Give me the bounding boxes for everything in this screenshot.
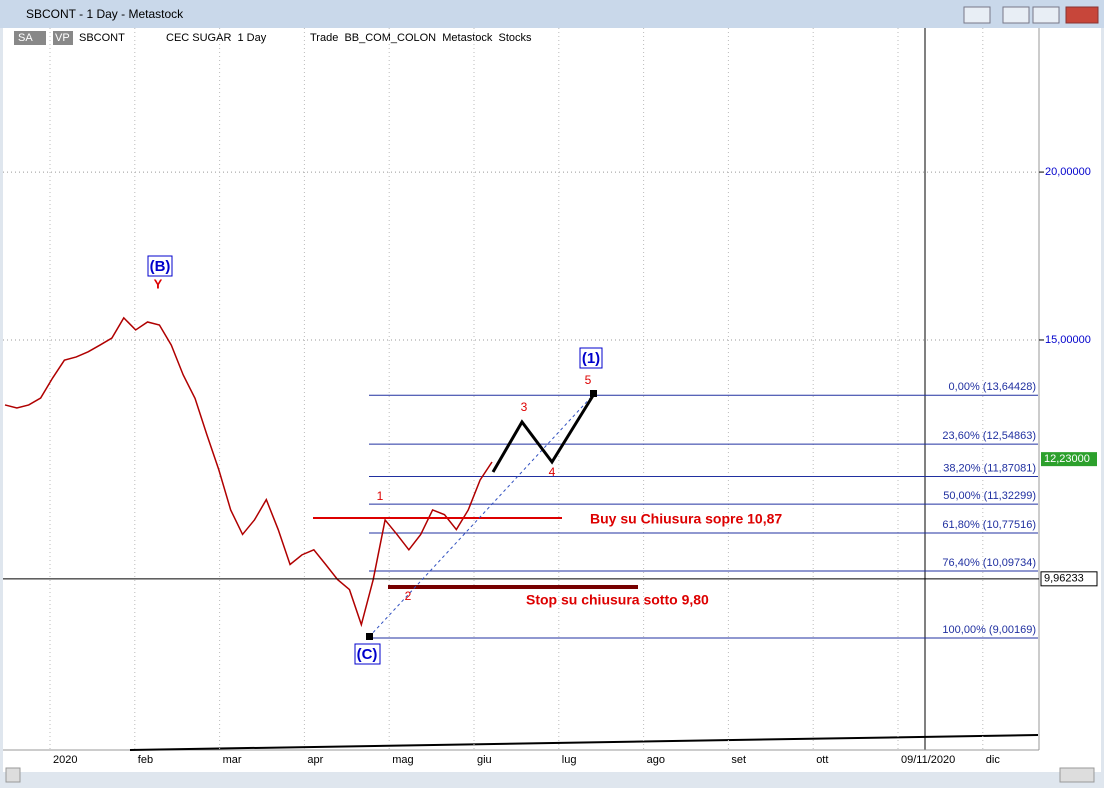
- fib-label: 50,00% (11,32299): [943, 490, 1036, 502]
- fib-label: 61,80% (10,77516): [942, 519, 1036, 531]
- minimize-button[interactable]: [1002, 6, 1030, 24]
- trend-line: [368, 393, 595, 638]
- x-tick-label: giu: [477, 754, 492, 766]
- x-tick-label: 09/11/2020: [901, 754, 955, 766]
- maximize-button[interactable]: [1032, 6, 1060, 24]
- wave-label: 2: [405, 589, 412, 603]
- x-tick-label: dic: [986, 754, 1001, 766]
- y-tick-label: 15,00000: [1045, 334, 1091, 346]
- fib-label: 76,40% (10,09734): [942, 557, 1036, 569]
- plot: 15,00000 20,00000 2020 feb mar apr mag giu lug ag…: [3, 28, 1098, 766]
- x-tick-label: ago: [647, 754, 665, 766]
- vp-button[interactable]: [53, 31, 73, 45]
- volume-line: [129, 734, 1039, 751]
- scroll-left[interactable]: [5, 767, 21, 783]
- last-price-box: [1041, 452, 1097, 467]
- x-tick-label: mar: [223, 754, 242, 766]
- close-button[interactable]: [1065, 6, 1099, 24]
- source-info: Trade BB_COM_COLON Metastock Stocks: [310, 32, 532, 44]
- x-tick-label: set: [731, 754, 746, 766]
- price-line: [4, 316, 493, 628]
- wave-label: (1): [582, 350, 600, 367]
- y-tick-label: 20,00000: [1045, 166, 1091, 178]
- stop-note: Stop su chiusura sotto 9,80: [526, 592, 709, 608]
- x-tick-label: lug: [562, 754, 577, 766]
- fib-label: 38,20% (11,87081): [943, 462, 1036, 474]
- wave-label: 4: [549, 465, 556, 479]
- cursor-price-box: [1040, 571, 1098, 587]
- wave-box: [147, 255, 173, 277]
- wave-label: (C): [357, 646, 378, 663]
- wave-label: Y: [154, 276, 163, 291]
- wave-box: [579, 347, 603, 369]
- title-bar: [0, 0, 1104, 28]
- x-tick-label: ott: [816, 754, 828, 766]
- wave-label: 3: [521, 400, 528, 414]
- x-tick-label: apr: [307, 754, 323, 766]
- sa-button[interactable]: [14, 31, 46, 45]
- window-title: SBCONT - 1 Day - Metastock: [26, 7, 184, 21]
- scroll-right[interactable]: [1059, 767, 1095, 783]
- restore-button[interactable]: [963, 6, 991, 24]
- x-tick-label: mag: [392, 754, 413, 766]
- wave-box: [354, 643, 381, 665]
- last-price-label: 12,23000: [1044, 453, 1090, 465]
- fib-label: 23,60% (12,54863): [942, 430, 1036, 442]
- fib-label: 100,00% (9,00169): [942, 624, 1036, 636]
- x-tick-label: 2020: [53, 754, 77, 766]
- wave-label: 5: [585, 373, 592, 387]
- security-name: CEC SUGAR 1 Day: [166, 32, 267, 44]
- projection: [491, 393, 596, 473]
- vp-label: VP: [55, 32, 70, 44]
- chart-area: [3, 28, 1101, 772]
- cursor-price-label: 9,96233: [1044, 573, 1084, 585]
- symbol: SBCONT: [79, 32, 125, 44]
- wave-label: (B): [150, 258, 171, 275]
- wave-label: 1: [377, 489, 384, 503]
- buy-note: Buy su Chiusura sopre 10,87: [590, 511, 782, 527]
- x-tick-label: feb: [138, 754, 153, 766]
- anchor: [590, 390, 597, 397]
- fib-label: 0,00% (13,64428): [949, 381, 1036, 393]
- window-buttons[interactable]: [963, 6, 1099, 24]
- sa-label: SA: [18, 32, 33, 44]
- anchor: [366, 633, 373, 640]
